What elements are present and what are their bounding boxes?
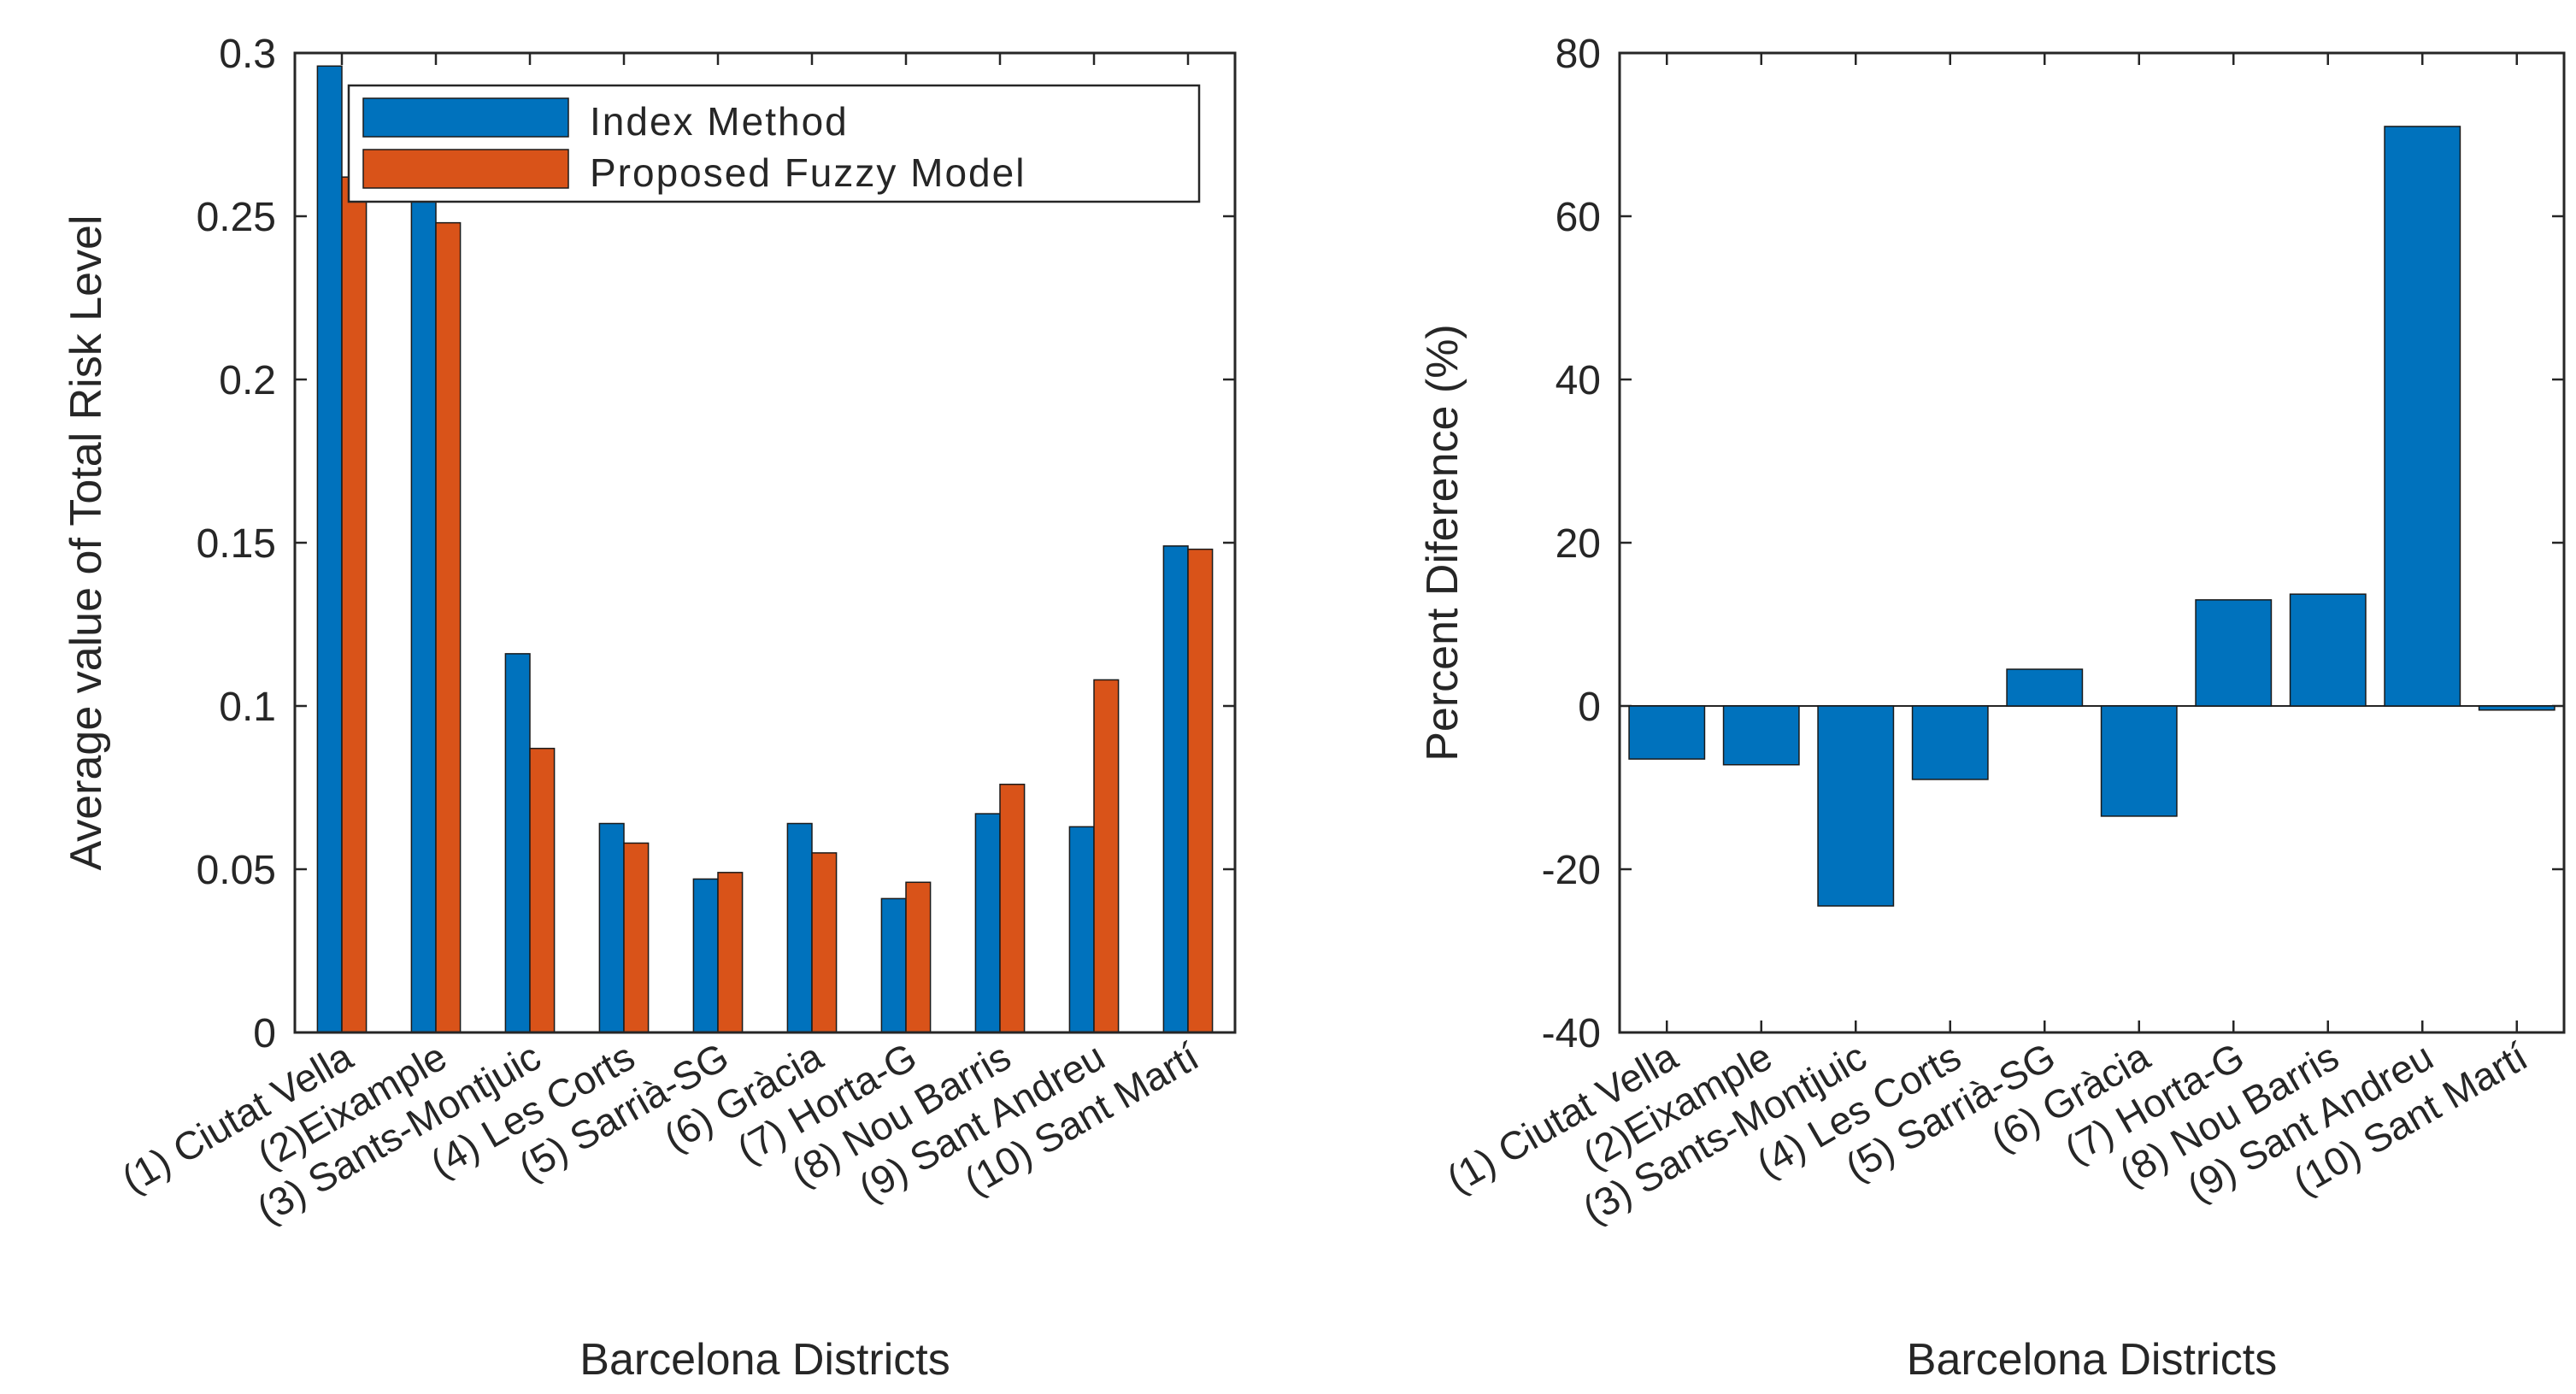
y-tick-label: 0.1 [219,685,276,730]
bar-index-method-4-les-corts [598,822,625,1033]
y-tick-label: 80 [1556,32,1601,77]
bar-index-method-8-nou-barris [974,813,1001,1033]
y-tick-label: 0 [253,1011,276,1056]
y-tick-label: 60 [1556,195,1601,240]
bar-index-method-2-eixample [410,173,437,1033]
right-chart-x-axis-label: Barcelona Districts [1907,1335,2277,1385]
bar-proposed-fuzzy-model-7-horta-g [905,881,932,1033]
bar-2-eixample [1722,705,1800,766]
legend-swatch-index-method [362,97,569,138]
bar-8-nou-barris [2289,593,2367,707]
legend-swatch-proposed-fuzzy-model [362,149,569,189]
bar-proposed-fuzzy-model-5-sarri-sg [717,872,744,1033]
bar-proposed-fuzzy-model-2-eixample [435,221,462,1033]
y-tick-label: 20 [1556,521,1601,567]
right-chart-axes-box [1618,51,2566,1034]
bar-proposed-fuzzy-model-4-les-corts [623,842,650,1033]
left-chart-x-axis-label: Barcelona Districts [579,1335,950,1385]
legend-label-proposed-fuzzy-model: Proposed Fuzzy Model [590,150,1026,195]
y-tick-label: 0.05 [197,848,276,893]
bar-index-method-6-gr-cia [786,822,813,1033]
bar-index-method-1-ciutat-vella [316,65,343,1033]
bar-index-method-9-sant-andreu [1068,826,1095,1033]
bar-9-sant-andreu [2384,126,2461,707]
y-tick-label: 0.25 [197,195,276,240]
bar-index-method-3-sants-montjuic [504,653,531,1033]
y-tick-label: 40 [1556,358,1601,403]
bar-4-les-corts [1911,705,1989,780]
y-tick-label: 0.15 [197,521,276,567]
bar-1-ciutat-vella [1628,705,1706,760]
legend-label-index-method: Index Method [590,99,849,144]
left-chart-axes-box [293,51,1237,1034]
bar-5-sarri-sg [2006,668,2084,707]
bar-index-method-5-sarri-sg [692,878,719,1033]
bar-proposed-fuzzy-model-1-ciutat-vella [341,176,368,1033]
bar-6-gr-cia [2100,705,2178,817]
bar-index-method-10-sant-mart [1162,545,1189,1033]
bar-3-sants-montjuic [1817,705,1895,907]
right-chart-y-tick-labels: -40 -20 0 20 40 60 80 [1542,32,1601,1056]
y-tick-label: -40 [1542,1011,1601,1056]
y-tick-label: 0 [1578,685,1601,730]
left-chart-y-axis-label: Average value of Total Risk Level [62,215,111,871]
right-chart-y-axis-label: Percent Diference (%) [1418,324,1467,762]
left-chart-y-tick-labels: 0 0.05 0.1 0.15 0.2 0.25 0.3 [197,32,276,1056]
right-chart-bars [1628,126,2555,907]
bar-7-horta-g [2195,599,2273,707]
y-tick-label: -20 [1542,848,1601,893]
bar-index-method-7-horta-g [880,897,907,1033]
bar-proposed-fuzzy-model-10-sant-mart [1187,548,1214,1033]
y-tick-label: 0.3 [219,32,276,77]
left-chart-legend: Index Method Proposed Fuzzy Model [347,84,1201,203]
bar-proposed-fuzzy-model-8-nou-barris [999,783,1026,1033]
bar-proposed-fuzzy-model-6-gr-cia [811,852,838,1033]
bar-proposed-fuzzy-model-9-sant-andreu [1093,679,1120,1033]
bar-proposed-fuzzy-model-3-sants-montjuic [529,747,556,1033]
bar-10-sant-mart [2478,705,2555,711]
y-tick-label: 0.2 [219,358,276,403]
